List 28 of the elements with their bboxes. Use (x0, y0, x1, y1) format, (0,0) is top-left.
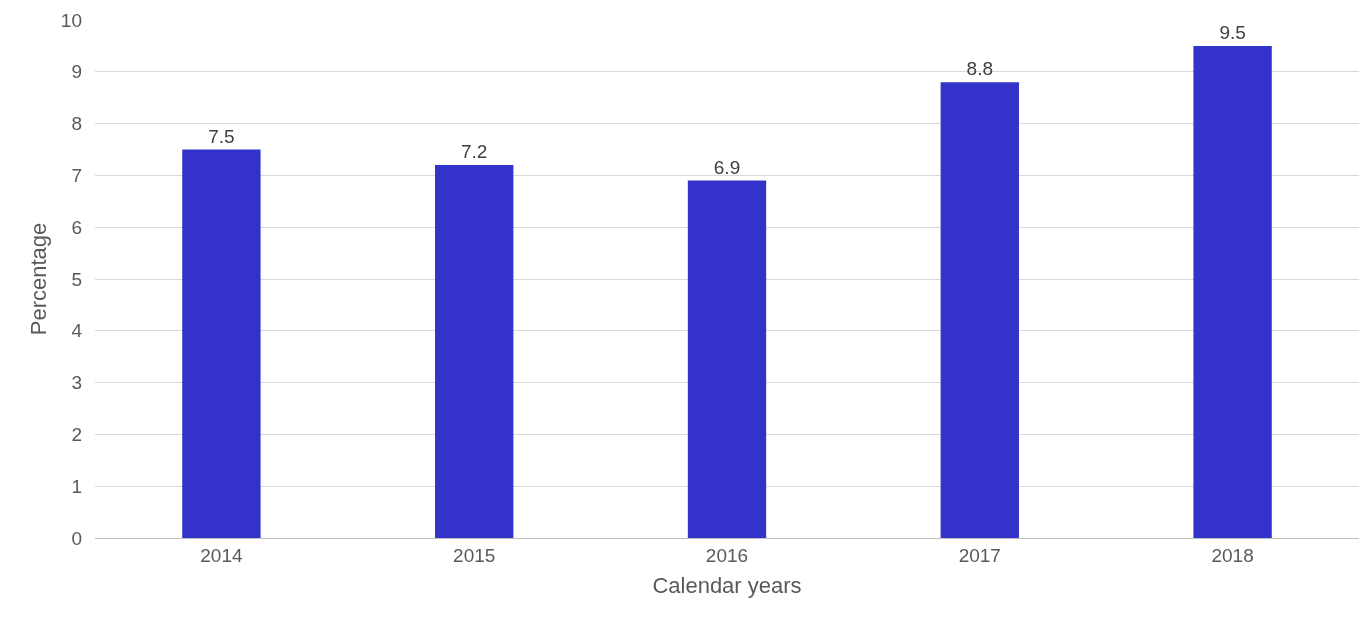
bar (435, 165, 514, 538)
y-axis-title: Percentage (25, 222, 51, 336)
y-tick-label: 0 (71, 527, 82, 549)
y-tick-label: 1 (71, 475, 82, 497)
bar (1193, 45, 1272, 538)
y-tick-label: 9 (71, 61, 82, 83)
data-label: 8.8 (966, 58, 994, 80)
y-tick-label: 10 (60, 9, 82, 31)
y-tick-label: 5 (71, 268, 82, 290)
x-tick-label: 2018 (1211, 544, 1254, 566)
y-tick-label: 6 (71, 216, 82, 238)
x-axis-title: Calendar years (652, 572, 802, 598)
y-tick-label: 2 (71, 424, 82, 446)
data-label: 6.9 (713, 156, 741, 178)
bar (182, 149, 261, 538)
y-tick-label: 3 (71, 372, 82, 394)
y-tick-label: 7 (71, 165, 82, 187)
data-label: 7.2 (460, 141, 488, 163)
data-label: 7.5 (208, 125, 235, 147)
x-tick-label: 2014 (200, 544, 243, 566)
y-tick-label: 4 (71, 320, 83, 342)
bar (687, 180, 767, 538)
x-tick-label: 2016 (705, 544, 749, 566)
data-label: 9.5 (1219, 21, 1246, 43)
y-tick-label: 8 (71, 113, 82, 135)
x-tick-label: 2017 (958, 544, 1001, 566)
bar (940, 82, 1019, 538)
x-tick-label: 2015 (453, 544, 496, 566)
